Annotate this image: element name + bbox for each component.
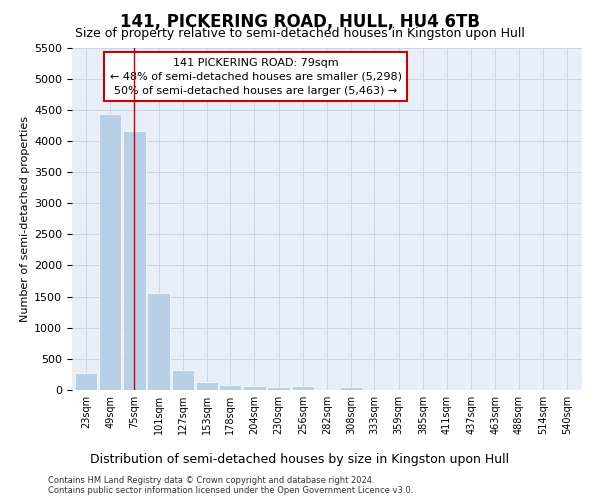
- Bar: [340, 386, 362, 390]
- Y-axis label: Number of semi-detached properties: Number of semi-detached properties: [20, 116, 30, 322]
- Text: Distribution of semi-detached houses by size in Kingston upon Hull: Distribution of semi-detached houses by …: [91, 452, 509, 466]
- Bar: [243, 386, 266, 390]
- Bar: [292, 386, 314, 390]
- Bar: [99, 114, 121, 390]
- Bar: [268, 386, 290, 390]
- Text: Size of property relative to semi-detached houses in Kingston upon Hull: Size of property relative to semi-detach…: [75, 28, 525, 40]
- Text: Contains HM Land Registry data © Crown copyright and database right 2024.: Contains HM Land Registry data © Crown c…: [48, 476, 374, 485]
- Bar: [219, 386, 241, 390]
- Bar: [123, 131, 146, 390]
- Bar: [196, 382, 218, 390]
- Text: 141, PICKERING ROAD, HULL, HU4 6TB: 141, PICKERING ROAD, HULL, HU4 6TB: [120, 12, 480, 30]
- Bar: [148, 293, 170, 390]
- Bar: [75, 372, 97, 390]
- Bar: [172, 370, 194, 390]
- Text: Contains public sector information licensed under the Open Government Licence v3: Contains public sector information licen…: [48, 486, 413, 495]
- Text: 141 PICKERING ROAD: 79sqm
← 48% of semi-detached houses are smaller (5,298)
50% : 141 PICKERING ROAD: 79sqm ← 48% of semi-…: [110, 58, 401, 96]
